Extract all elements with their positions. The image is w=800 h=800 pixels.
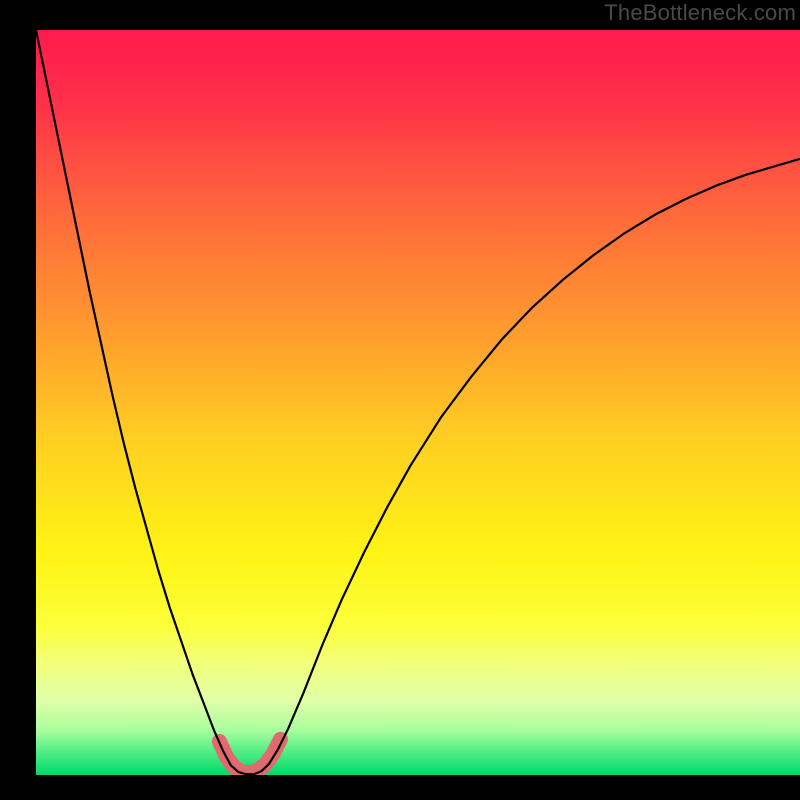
plot-background — [36, 30, 800, 775]
watermark-text: TheBottleneck.com — [604, 0, 796, 26]
plot-svg — [36, 30, 800, 775]
figure-frame: TheBottleneck.com — [0, 0, 800, 800]
plot-area — [36, 30, 800, 775]
